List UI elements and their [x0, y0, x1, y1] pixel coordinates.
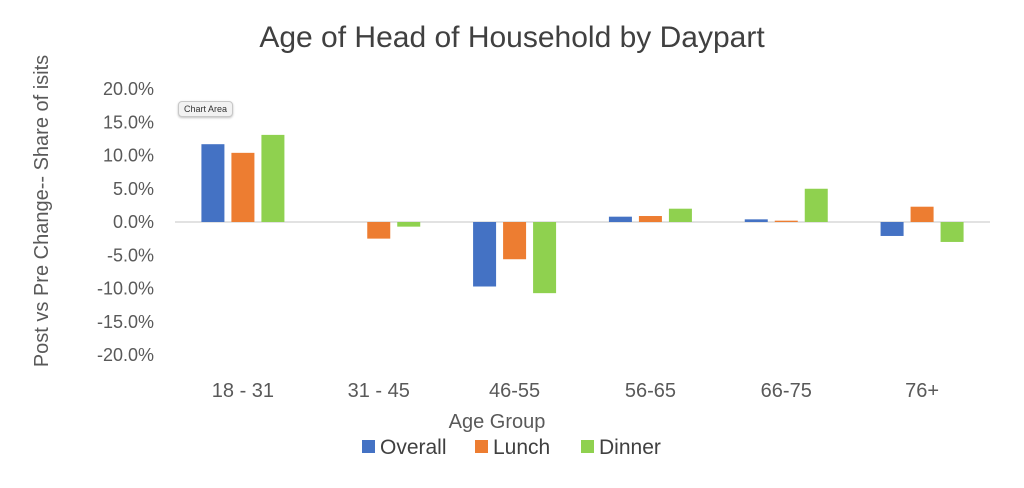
legend-swatch-lunch — [475, 440, 488, 453]
bar-dinner — [261, 134, 285, 222]
x-axis-title: Age Group — [449, 411, 546, 433]
bar-overall — [473, 222, 497, 287]
bar-overall — [744, 219, 768, 222]
y-tick-label: 20.0% — [103, 79, 154, 99]
bar-overall — [608, 216, 632, 222]
y-tick-label: 5.0% — [113, 179, 154, 199]
chart-area-tooltip: Chart Area — [178, 101, 234, 117]
bar-dinner — [940, 222, 964, 242]
y-tick-label: -20.0% — [97, 345, 154, 365]
y-tick-label: 0.0% — [113, 212, 154, 232]
bar-dinner — [804, 188, 828, 222]
bar-dinner — [668, 208, 692, 222]
y-tick-label: 15.0% — [103, 112, 154, 132]
x-tick-label: 66-75 — [761, 380, 812, 402]
bar-dinner — [533, 222, 557, 294]
bar-lunch — [638, 216, 662, 222]
x-tick-label: 18 - 31 — [212, 380, 274, 402]
legend-swatch-dinner — [581, 440, 594, 453]
bar-lunch — [367, 222, 391, 239]
legend-label-overall: Overall — [380, 436, 447, 459]
y-tick-label: -10.0% — [97, 279, 154, 299]
bar-overall — [201, 144, 225, 222]
legend-label-dinner: Dinner — [599, 436, 661, 459]
bar-dinner — [397, 222, 421, 227]
chart-title: Age of Head of Household by Daypart — [259, 21, 765, 54]
bar-overall — [880, 222, 904, 236]
bar-lunch — [910, 206, 934, 222]
bar-lunch — [503, 222, 527, 260]
bar-lunch — [774, 220, 798, 222]
x-tick-label: 46-55 — [489, 380, 540, 402]
legend-label-lunch: Lunch — [493, 436, 550, 459]
y-axis-title: Post vs Pre Change-- Share of isits — [31, 55, 53, 367]
y-tick-label: -15.0% — [97, 312, 154, 332]
x-tick-label: 76+ — [905, 380, 939, 402]
bar-lunch — [231, 152, 255, 222]
legend-swatch-overall — [362, 440, 375, 453]
x-tick-label: 56-65 — [625, 380, 676, 402]
y-tick-label: -5.0% — [107, 245, 154, 265]
y-tick-label: 10.0% — [103, 146, 154, 166]
x-tick-label: 31 - 45 — [348, 380, 410, 402]
